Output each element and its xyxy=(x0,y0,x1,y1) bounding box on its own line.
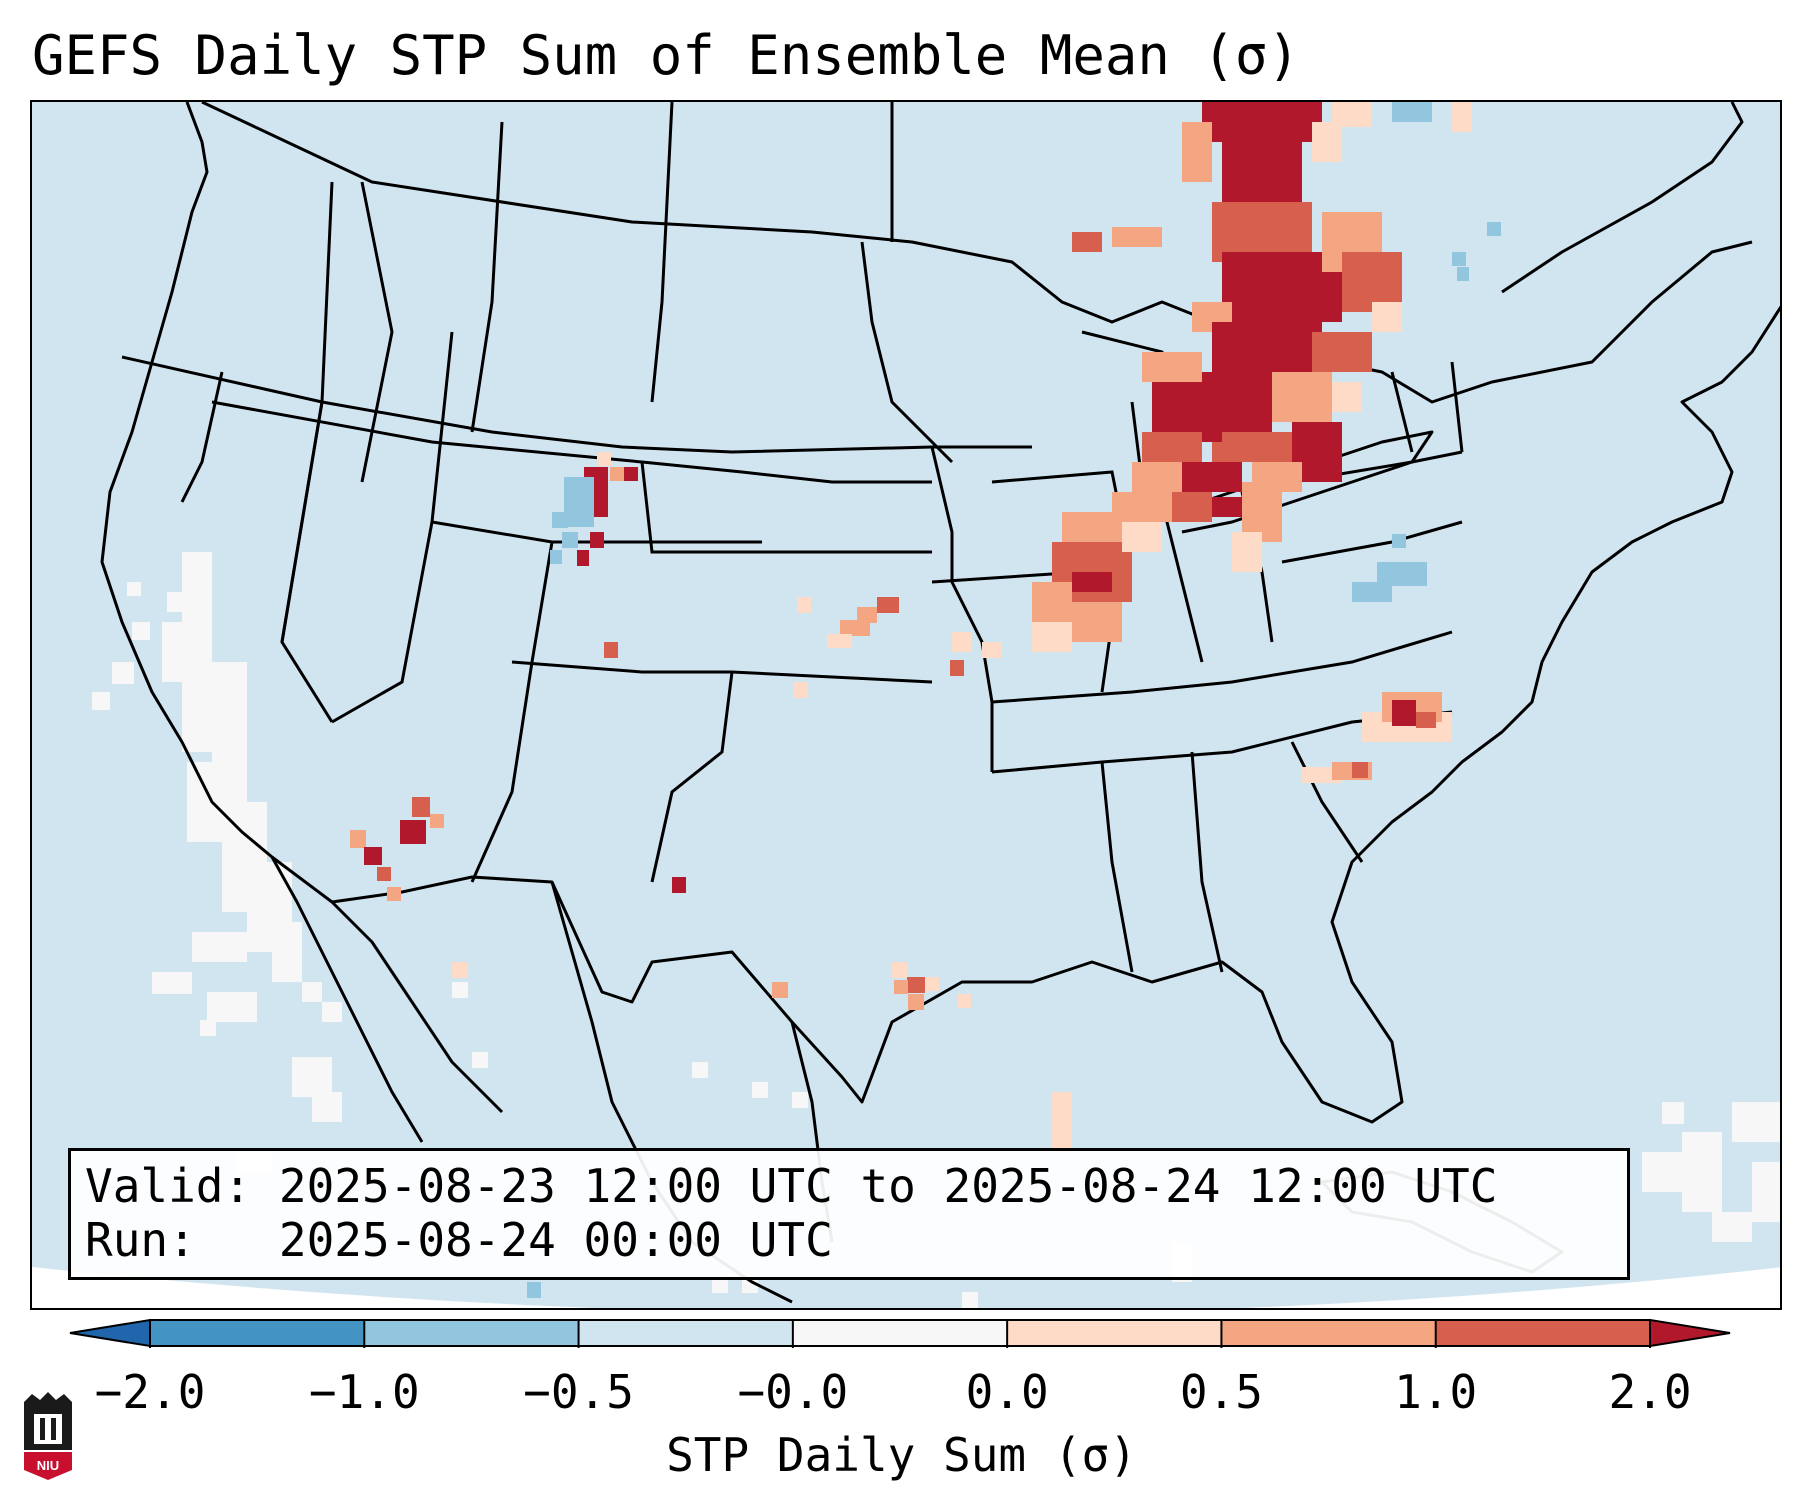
map-title: GEFS Daily STP Sum of Ensemble Mean (σ) xyxy=(32,24,1300,87)
colorbar-bin xyxy=(1221,1320,1437,1346)
gulf-signal xyxy=(672,877,1072,1152)
colorbar-over-arrow xyxy=(1649,1318,1731,1348)
canada-us-border xyxy=(201,102,1753,404)
colorbar-label: STP Daily Sum (σ) xyxy=(666,1428,1137,1482)
map-canvas xyxy=(32,102,1780,1308)
neutral-speckle-regions xyxy=(92,552,1780,1308)
niu-logo: NIU xyxy=(24,1392,72,1480)
atlantic-signal xyxy=(1302,692,1452,783)
projection-edge xyxy=(32,1267,1780,1308)
logo-window xyxy=(34,1414,62,1444)
arizona-sonora-signal xyxy=(350,797,468,978)
colorbar-bin xyxy=(150,1320,365,1346)
michigan-erie-signal xyxy=(1112,352,1282,572)
colorado-signal xyxy=(550,452,638,658)
colorbar-bins xyxy=(150,1320,1651,1346)
valid-value: 2025-08-23 12:00 UTC to 2025-08-24 12:00… xyxy=(278,1159,1498,1213)
colorbar xyxy=(69,1318,1731,1348)
map-background xyxy=(32,102,1780,1308)
pacific-neutral-area xyxy=(92,552,342,1174)
colorbar-tick-label: −2.0 xyxy=(94,1365,206,1419)
baja-peninsula xyxy=(270,856,504,1143)
stp-positive-areas xyxy=(350,102,1501,1298)
colorbar-tick-label: 0.0 xyxy=(965,1365,1049,1419)
colorbar-under-arrow xyxy=(69,1318,151,1348)
colorbar-ticks xyxy=(149,1320,1651,1348)
kansas-signal xyxy=(794,597,899,698)
colorbar-tick-label: 1.0 xyxy=(1394,1365,1478,1419)
colorbar-tick-label: −0.5 xyxy=(523,1365,634,1419)
valid-label: Valid: xyxy=(85,1159,252,1213)
logo-shield xyxy=(24,1452,72,1480)
colorbar-tick-label: −0.0 xyxy=(737,1365,849,1419)
atlantic-neutral-area xyxy=(1642,1102,1780,1242)
run-label: Run: xyxy=(85,1213,196,1267)
indiana-signal xyxy=(950,512,1162,676)
colorbar-bin xyxy=(1007,1320,1222,1346)
valid-run-info-box: Valid: 2025-08-23 12:00 UTC to 2025-08-2… xyxy=(68,1148,1630,1280)
maine-coast xyxy=(1501,102,1744,294)
colorbar-tick-label: −1.0 xyxy=(308,1365,420,1419)
colorbar-tick-label: 2.0 xyxy=(1608,1365,1692,1419)
colorbar-bin xyxy=(792,1320,1008,1346)
ontario-quebec-signal xyxy=(1072,102,1472,492)
map-panel xyxy=(30,100,1782,1310)
us-outline xyxy=(100,102,1780,1124)
colorbar-tick-label: 0.5 xyxy=(1179,1365,1263,1419)
run-value: 2025-08-24 00:00 UTC xyxy=(278,1213,833,1267)
colorbar-bin xyxy=(578,1320,794,1346)
colorbar-bin xyxy=(364,1320,580,1346)
mid-atlantic-negative xyxy=(527,222,1501,1298)
logo-text: NIU xyxy=(37,1458,59,1473)
colorbar-bin xyxy=(1435,1320,1651,1346)
